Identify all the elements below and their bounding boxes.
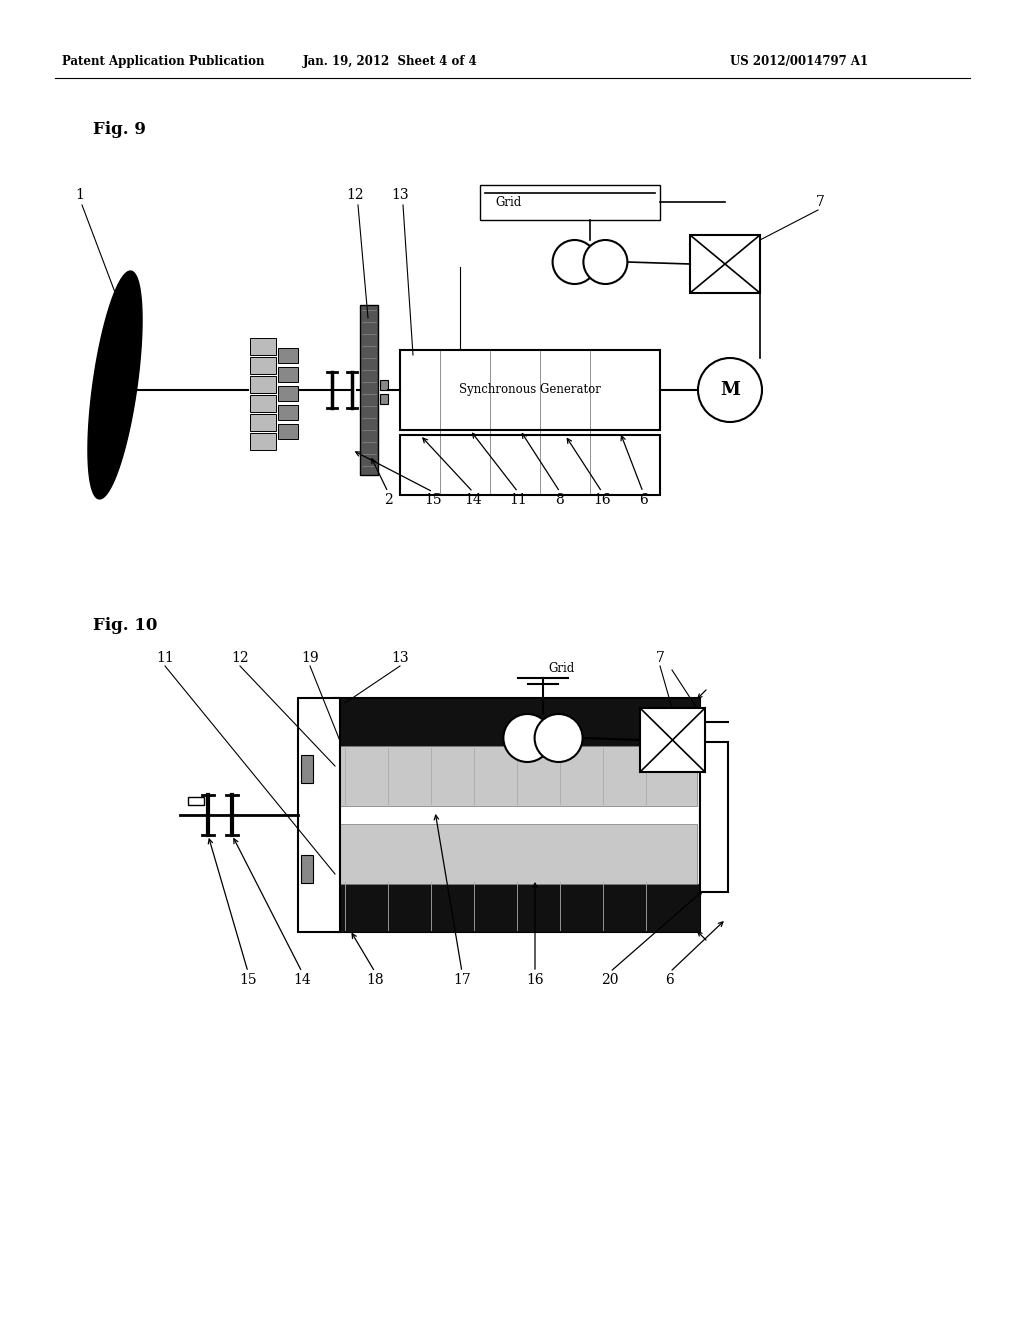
Circle shape [535, 714, 583, 762]
Text: 13: 13 [391, 651, 409, 665]
Text: 7: 7 [655, 651, 665, 665]
Text: Grid: Grid [495, 195, 521, 209]
Bar [301, 755, 313, 783]
Text: 1: 1 [76, 187, 84, 202]
Text: 19: 19 [301, 651, 318, 665]
Text: Jan. 19, 2012  Sheet 4 of 4: Jan. 19, 2012 Sheet 4 of 4 [303, 55, 477, 69]
Bar [298, 698, 340, 932]
Text: 2: 2 [384, 492, 392, 507]
Text: Grid: Grid [548, 661, 574, 675]
Bar [480, 185, 660, 220]
Circle shape [504, 714, 551, 762]
Bar [250, 338, 276, 355]
Bar [380, 380, 388, 389]
Bar [278, 385, 298, 401]
Bar [640, 708, 705, 772]
Text: Synchronous Generator: Synchronous Generator [459, 384, 601, 396]
Polygon shape [88, 271, 142, 499]
Bar [690, 235, 760, 293]
Text: 18: 18 [367, 973, 384, 987]
Text: 6: 6 [666, 973, 675, 987]
Bar [400, 436, 660, 495]
Bar [335, 698, 700, 746]
Bar [278, 405, 298, 420]
Text: 15: 15 [240, 973, 257, 987]
Text: US 2012/0014797 A1: US 2012/0014797 A1 [730, 55, 868, 69]
Bar [278, 367, 298, 381]
Bar [278, 348, 298, 363]
Text: 7: 7 [815, 195, 824, 209]
Bar [700, 742, 728, 892]
Bar [250, 376, 276, 393]
Text: 6: 6 [639, 492, 647, 507]
Text: 13: 13 [391, 187, 409, 202]
Text: 11: 11 [509, 492, 527, 507]
Bar [278, 424, 298, 440]
Bar [400, 350, 660, 430]
Bar [250, 395, 276, 412]
Bar [335, 698, 700, 932]
Bar [250, 356, 276, 374]
Text: 16: 16 [526, 973, 544, 987]
Text: 11: 11 [156, 651, 174, 665]
Text: 12: 12 [231, 651, 249, 665]
Circle shape [698, 358, 762, 422]
Text: 14: 14 [293, 973, 311, 987]
Text: Patent Application Publication: Patent Application Publication [62, 55, 264, 69]
Bar [338, 746, 697, 807]
Text: 14: 14 [464, 492, 482, 507]
Text: M: M [720, 381, 740, 399]
Bar [335, 884, 700, 932]
Circle shape [584, 240, 628, 284]
Bar [360, 305, 378, 475]
Text: 12: 12 [346, 187, 364, 202]
Text: 20: 20 [601, 973, 618, 987]
Text: 17: 17 [454, 973, 471, 987]
Text: 8: 8 [556, 492, 564, 507]
Circle shape [553, 240, 597, 284]
Bar [188, 797, 204, 805]
Text: 16: 16 [593, 492, 610, 507]
Bar [380, 393, 388, 404]
Bar [338, 824, 697, 884]
Text: Fig. 9: Fig. 9 [93, 121, 145, 139]
Bar [301, 855, 313, 883]
Text: Fig. 10: Fig. 10 [93, 616, 158, 634]
Text: 15: 15 [424, 492, 441, 507]
Bar [250, 433, 276, 450]
Bar [250, 414, 276, 432]
